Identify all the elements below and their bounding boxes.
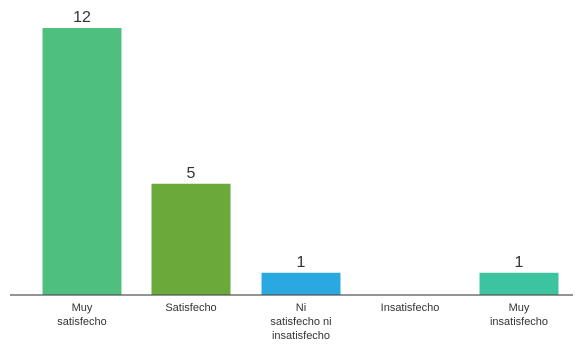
category-labels-group: Muy satisfecho Satisfecho Ni satisfecho ni in… — [57, 302, 548, 342]
category-label-line: Muy — [509, 302, 530, 314]
value-label-1: 5 — [187, 165, 196, 182]
bar-2 — [261, 272, 341, 295]
value-label-2: 1 — [297, 254, 306, 271]
category-label-0: Muy satisfecho — [57, 302, 107, 328]
category-label-line: Satisfecho — [165, 302, 216, 314]
category-label-line: insatisfecho — [272, 330, 330, 342]
bar-4 — [479, 272, 559, 295]
category-label-line: satisfecho ni — [270, 316, 331, 328]
category-label-line: insatisfecho — [490, 316, 548, 328]
category-label-line: satisfecho — [57, 316, 107, 328]
category-label-line: Ni — [296, 302, 306, 314]
bar-1 — [151, 183, 231, 295]
category-label-2: Ni satisfecho ni insatisfecho — [270, 302, 331, 342]
category-label-1: Satisfecho — [165, 302, 216, 314]
bars-group — [42, 28, 559, 295]
value-label-4: 1 — [515, 254, 524, 271]
category-label-3: Insatisfecho — [381, 302, 440, 314]
category-label-line: Muy — [72, 302, 93, 314]
value-label-0: 12 — [73, 9, 91, 26]
value-labels-group: 12 5 1 1 — [73, 9, 523, 271]
category-label-4: Muy insatisfecho — [490, 302, 548, 328]
category-label-line: Insatisfecho — [381, 302, 440, 314]
bar-0 — [42, 28, 122, 295]
